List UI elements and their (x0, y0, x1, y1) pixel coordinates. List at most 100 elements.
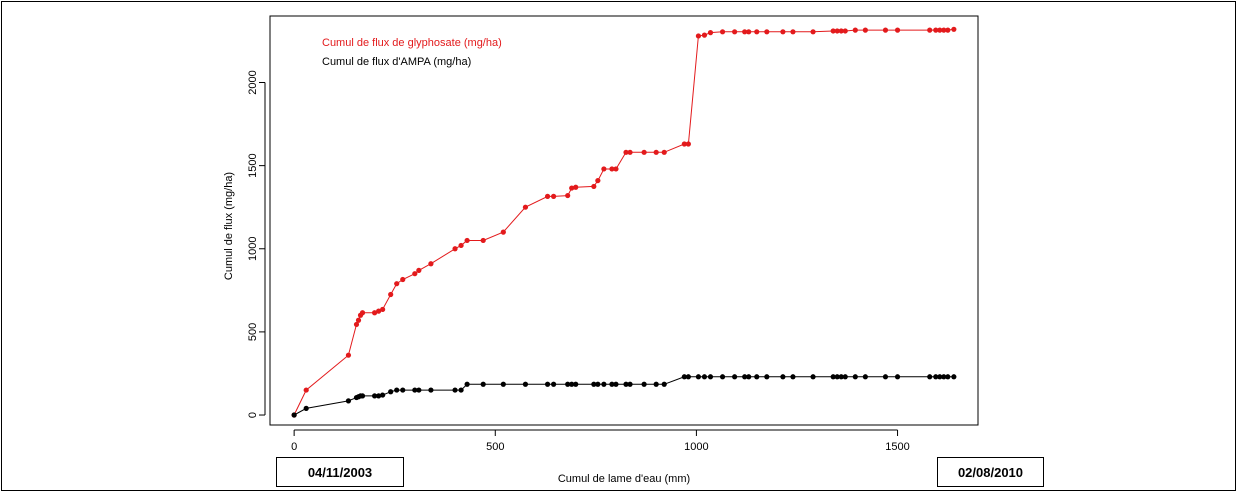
data-point (458, 242, 464, 249)
data-point (400, 276, 406, 283)
data-point (551, 193, 557, 199)
data-point (359, 310, 366, 316)
data-point (933, 374, 939, 380)
data-point (345, 398, 352, 404)
data-point (380, 392, 386, 398)
data-point (742, 374, 748, 380)
data-point (695, 33, 702, 39)
legend-entry: Cumul de flux de glyphosate (mg/ha) (322, 37, 502, 49)
data-point (707, 374, 714, 380)
data-point (480, 237, 486, 244)
series-layer (291, 26, 957, 418)
data-point (790, 29, 796, 35)
data-point (609, 166, 615, 172)
data-point (927, 27, 933, 33)
x-tick-label: 1000 (684, 441, 708, 453)
data-point (719, 374, 726, 380)
data-point (601, 381, 607, 387)
series-line (293, 28, 954, 416)
data-point (882, 374, 889, 380)
data-point (595, 177, 601, 184)
data-point (623, 149, 629, 155)
data-point (882, 27, 889, 33)
legend-entry: Cumul de flux d'AMPA (mg/ha) (322, 56, 471, 68)
data-point (701, 32, 708, 38)
legend: Cumul de flux de glyphosate (mg/ha) Cumul… (322, 37, 502, 68)
data-point (480, 381, 486, 387)
data-point (551, 381, 557, 387)
data-point (661, 381, 667, 387)
data-point (544, 193, 551, 199)
data-point (701, 374, 708, 380)
data-point (746, 374, 752, 380)
data-point (452, 387, 458, 393)
data-point (573, 381, 579, 387)
data-point (359, 393, 366, 399)
data-point (732, 29, 738, 35)
data-point (345, 352, 352, 358)
data-point (522, 204, 529, 210)
data-point (355, 317, 362, 323)
data-point (601, 166, 607, 172)
data-point (951, 374, 957, 380)
data-point (764, 29, 770, 35)
data-point (388, 291, 394, 298)
data-point (371, 310, 378, 316)
data-point (852, 27, 858, 33)
data-point (565, 192, 571, 199)
series-0 (291, 26, 957, 418)
data-point (862, 27, 868, 33)
data-point (394, 281, 400, 287)
data-point (394, 387, 400, 393)
data-point (522, 381, 529, 387)
y-tick-label: 1500 (247, 153, 259, 177)
data-point (732, 374, 738, 380)
data-point (653, 149, 659, 155)
data-point (830, 28, 836, 34)
data-point (371, 393, 378, 399)
data-point (353, 321, 360, 328)
data-point (500, 229, 506, 235)
data-point (862, 374, 868, 380)
data-point (894, 374, 901, 380)
data-point (613, 381, 619, 387)
data-point (842, 28, 848, 34)
data-point (609, 381, 615, 387)
data-point (746, 29, 752, 35)
start-date-label: 04/11/2003 (276, 457, 404, 487)
data-point (945, 374, 951, 380)
data-point (303, 405, 309, 411)
data-point (400, 387, 406, 393)
data-point (834, 374, 840, 380)
data-point (941, 27, 947, 33)
data-point (500, 381, 506, 387)
data-point (291, 412, 297, 418)
data-point (303, 387, 309, 393)
data-point (388, 389, 394, 395)
data-point (834, 28, 840, 34)
data-point (852, 374, 858, 380)
data-point (416, 387, 422, 393)
data-point (376, 393, 382, 399)
data-point (565, 381, 571, 387)
data-point (764, 374, 770, 380)
data-point (613, 166, 619, 172)
data-point (719, 29, 726, 35)
y-tick-label: 1000 (247, 237, 259, 261)
data-point (627, 149, 633, 155)
data-point (894, 27, 901, 33)
data-point (412, 271, 418, 277)
data-point (428, 387, 434, 393)
y-axis-label: Cumul de flux (mg/ha) (223, 172, 235, 280)
x-tick-label: 1500 (885, 441, 909, 453)
data-point (428, 261, 434, 267)
data-point (458, 387, 464, 393)
data-point (937, 27, 943, 33)
data-point (681, 141, 687, 147)
data-point (780, 374, 786, 380)
data-point (641, 149, 647, 155)
data-point (685, 374, 691, 380)
data-point (681, 374, 687, 380)
data-point (623, 381, 629, 387)
data-point (376, 308, 382, 314)
